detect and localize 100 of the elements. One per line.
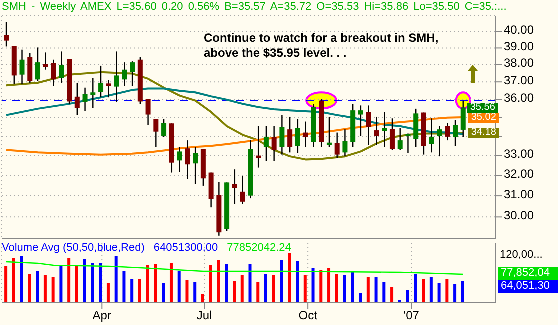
chart-title: Volume Avg (50,50,blue,Red) <box>2 242 145 254</box>
bar <box>60 266 63 303</box>
candlestick <box>429 118 434 154</box>
candlestick <box>452 120 458 147</box>
bar <box>75 266 78 303</box>
line-series <box>6 88 464 136</box>
bar <box>446 280 449 303</box>
bar <box>83 259 86 303</box>
bar <box>359 293 362 303</box>
bar <box>374 278 378 303</box>
x-tick-label: Oct <box>298 308 318 323</box>
bar <box>366 278 370 303</box>
bar <box>232 281 236 303</box>
annotation: 77852042.24 <box>227 242 292 254</box>
y-tick-label: 36.00 <box>504 91 534 106</box>
candlestick <box>36 47 41 82</box>
price-tag: 35.02 <box>468 112 500 123</box>
annotation: Continue to watch for a breakout in SMH, above the $35.95 level. . . <box>204 31 440 61</box>
candlestick <box>358 105 364 137</box>
bar <box>320 270 323 303</box>
candlestick <box>382 112 388 148</box>
candlestick <box>130 60 136 87</box>
line-series <box>6 71 464 161</box>
bar <box>20 256 24 303</box>
candlestick <box>98 65 104 98</box>
bar <box>382 282 386 303</box>
bar <box>390 287 394 303</box>
candlestick <box>114 51 120 104</box>
bar <box>343 276 346 303</box>
candlestick <box>437 126 442 158</box>
bar <box>138 279 142 303</box>
candlestick <box>398 127 403 151</box>
bar <box>422 280 426 303</box>
candlestick <box>90 78 96 109</box>
candlestick <box>272 126 277 162</box>
y-tick-label: 33.00 <box>504 147 534 162</box>
bar <box>201 294 204 303</box>
bar <box>414 274 418 303</box>
bar <box>256 282 260 303</box>
bar <box>264 274 268 303</box>
bar <box>28 274 32 303</box>
candlestick <box>177 146 182 173</box>
candlestick <box>193 146 198 185</box>
candlestick <box>59 51 64 84</box>
bar <box>130 280 134 303</box>
text: 120,00... <box>500 249 543 261</box>
bar <box>335 274 338 303</box>
bar <box>36 272 40 303</box>
candlestick <box>51 59 56 87</box>
bar <box>162 283 166 303</box>
bar <box>240 275 244 303</box>
bar <box>454 284 457 303</box>
candlestick <box>264 126 269 162</box>
bar <box>312 268 315 303</box>
price-tag: 35.56 <box>467 102 498 113</box>
bar <box>12 258 16 303</box>
bar <box>217 260 220 303</box>
candlestick <box>334 132 340 159</box>
bar <box>122 272 126 303</box>
y-tick-label: 32.00 <box>504 166 534 181</box>
bar <box>438 283 441 303</box>
bar <box>351 272 354 303</box>
y-tick-label: 39.00 <box>504 39 534 54</box>
bar <box>99 263 102 303</box>
bar <box>209 266 212 303</box>
y-tick-label: 31.00 <box>504 187 534 202</box>
price-tag: 34.18 <box>468 128 500 138</box>
candlestick <box>162 118 167 138</box>
bar <box>4 266 8 303</box>
bar <box>114 256 118 303</box>
y-tick-label: 30.00 <box>504 208 534 222</box>
candlestick <box>445 122 450 142</box>
candlestick <box>295 118 300 154</box>
bar <box>248 264 252 303</box>
candlestick <box>122 62 128 87</box>
candlestick <box>154 118 159 148</box>
candlestick <box>20 49 25 86</box>
bar <box>430 278 433 303</box>
bar <box>328 268 331 303</box>
bar <box>68 258 71 303</box>
candlestick <box>288 116 293 154</box>
bar <box>288 253 292 303</box>
bar <box>44 275 47 303</box>
x-tick-label: Apr <box>92 308 112 323</box>
x-tick-label: '07 <box>404 308 420 323</box>
text: 77,852,04 <box>498 267 558 280</box>
candlestick <box>280 114 285 156</box>
x-tick-label: Jul <box>196 308 212 323</box>
candlestick <box>146 98 151 126</box>
candlestick <box>240 175 246 205</box>
bar <box>178 272 181 303</box>
bar <box>186 280 189 303</box>
bar <box>170 264 173 303</box>
bar <box>406 290 410 303</box>
bar <box>272 275 276 303</box>
text: 64,051,30 <box>498 280 558 293</box>
candlestick <box>82 87 88 112</box>
candlestick <box>366 105 372 146</box>
bar <box>146 266 150 303</box>
candlestick <box>303 121 308 148</box>
